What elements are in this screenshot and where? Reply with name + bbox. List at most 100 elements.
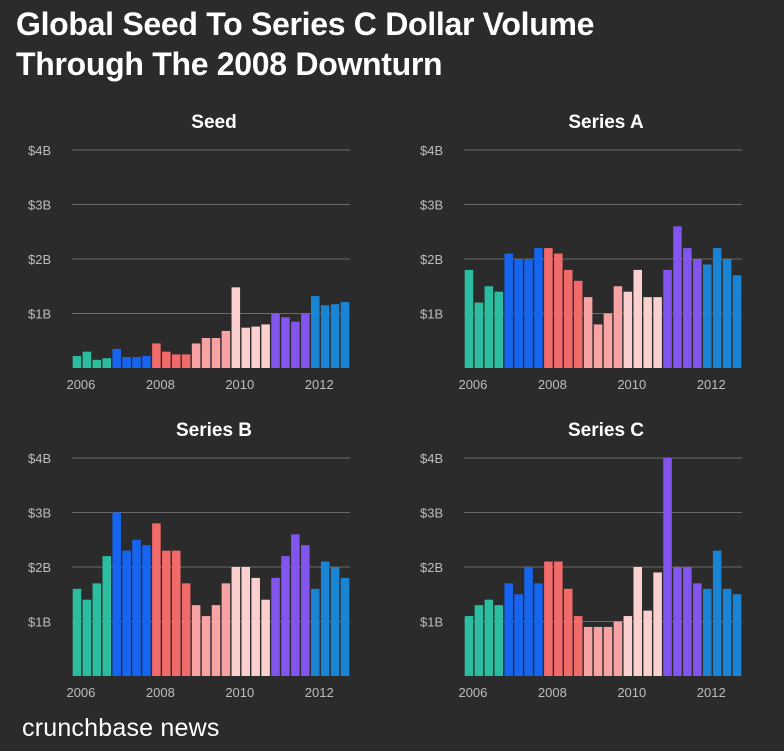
seed-bar-2006-q1 — [72, 356, 82, 368]
series-a-bar-2006-q4 — [494, 291, 504, 368]
seed-bar-2007-q3 — [132, 357, 141, 368]
series-b-bar-2007-q4 — [142, 545, 151, 676]
series-b-bar-2008-q3 — [171, 550, 181, 676]
series-a-x-tick-label: 2010 — [617, 377, 646, 392]
series-a-y-tick-label: $2B — [420, 252, 443, 267]
seed-bar-2006-q3 — [92, 359, 102, 368]
series-c-bar-2008-q1 — [544, 561, 553, 676]
seed-bar-2007-q1 — [112, 348, 121, 368]
series-b-bar-2008-q4 — [181, 583, 191, 676]
series-a-bar-2009-q4 — [613, 286, 623, 368]
seed-bar-2011-q2 — [281, 317, 290, 368]
series-c-y-tick-label: $2B — [420, 560, 443, 575]
seed-title: Seed — [191, 112, 236, 133]
series-b-bar-2010-q2 — [241, 567, 251, 676]
series-b-bar-2006-q2 — [82, 599, 92, 676]
series-a-x-tick-label: 2012 — [697, 377, 726, 392]
series-a-bar-2009-q1 — [583, 297, 593, 368]
series-a-bar-2007-q1 — [504, 253, 513, 368]
series-a-y-tick-label: $3B — [420, 198, 443, 213]
seed-bar-2010-q3 — [251, 326, 260, 368]
series-b-bar-2008-q1 — [152, 523, 161, 676]
crunchbase-news-logo: crunchbase news — [22, 714, 220, 742]
seed-bar-2011-q1 — [271, 313, 280, 368]
seed-bar-2007-q2 — [122, 357, 131, 368]
series-c-bar-2006-q1 — [464, 616, 474, 676]
series-c-bar-2006-q2 — [474, 605, 484, 676]
series-c-bar-2008-q2 — [554, 561, 563, 676]
series-a-title: Series A — [568, 112, 644, 133]
series-a-bar-2006-q2 — [474, 302, 484, 368]
series-b-x-tick-label: 2006 — [66, 685, 95, 700]
series-a-bar-2011-q1 — [663, 269, 672, 368]
seed-bar-2012-q2 — [320, 305, 330, 368]
series-a-bar-2011-q3 — [683, 248, 692, 368]
series-a-bar-2009-q2 — [593, 324, 603, 368]
series-a-bar-2008-q2 — [554, 253, 563, 368]
seed-chart: Seed $1B $2B $3B $4B 2006 2008 2010 2012 — [28, 112, 350, 392]
seed-chart-panel: Seed $1B $2B $3B $4B 2006 2008 2010 2012 — [0, 100, 392, 400]
series-c-bar-2011-q1 — [663, 458, 672, 676]
seed-y-tick-label: $1B — [28, 307, 51, 322]
series-a-chart: Series A $1B $2B $3B $4B 2006 2008 2010 2012 — [420, 112, 742, 392]
series-b-x-tick-label: 2012 — [305, 685, 334, 700]
series-b-bar-2006-q3 — [92, 583, 102, 676]
series-b-title: Series B — [176, 420, 252, 441]
seed-bar-2008-q2 — [162, 351, 171, 368]
series-b-bar-2012-q4 — [340, 577, 350, 676]
series-b-x-tick-label: 2010 — [225, 685, 254, 700]
series-b-y-tick-label: $3B — [28, 506, 51, 521]
series-c-x-tick-label: 2008 — [538, 685, 567, 700]
chart-title-line-1: Global Seed To Series C Dollar Volume — [16, 6, 595, 42]
series-a-bar-2008-q4 — [573, 280, 583, 368]
series-b-bar-2009-q3 — [211, 605, 221, 676]
series-c-y-tick-label: $1B — [420, 615, 443, 630]
series-a-bar-2007-q4 — [534, 248, 543, 368]
series-c-bar-2012-q3 — [722, 588, 732, 676]
series-b-bar-2011-q1 — [271, 577, 280, 676]
series-a-bar-2012-q3 — [722, 259, 732, 368]
series-a-bar-2010-q4 — [653, 297, 662, 368]
series-b-y-tick-label: $1B — [28, 615, 51, 630]
series-c-x-tick-label: 2012 — [697, 685, 726, 700]
series-c-bar-2006-q4 — [494, 605, 504, 676]
series-a-y-tick-label: $1B — [420, 307, 443, 322]
series-c-bar-2007-q4 — [534, 583, 543, 676]
seed-x-tick-label: 2008 — [146, 377, 175, 392]
series-a-bar-2008-q1 — [544, 248, 553, 368]
series-c-x-tick-label: 2006 — [458, 685, 487, 700]
seed-x-tick-label: 2010 — [225, 377, 254, 392]
series-b-bar-2009-q2 — [201, 616, 211, 676]
series-a-y-tick-label: $4B — [420, 143, 443, 158]
chart-title: Global Seed To Series C Dollar Volume Th… — [16, 4, 594, 84]
series-c-bar-2011-q2 — [673, 567, 682, 676]
series-c-bar-2008-q3 — [563, 588, 573, 676]
series-b-bar-2008-q2 — [162, 550, 171, 676]
seed-bar-2007-q4 — [142, 356, 151, 368]
series-c-y-tick-label: $4B — [420, 451, 443, 466]
series-b-bar-2006-q4 — [102, 556, 112, 676]
seed-bar-2006-q4 — [102, 358, 112, 368]
series-a-bar-2012-q2 — [712, 248, 722, 368]
series-b-bar-2011-q2 — [281, 556, 290, 676]
series-a-bar-2010-q1 — [623, 291, 633, 368]
seed-y-tick-label: $3B — [28, 198, 51, 213]
series-c-bar-2010-q1 — [623, 616, 633, 676]
series-c-bar-2012-q1 — [702, 588, 712, 676]
series-a-bar-2007-q3 — [524, 259, 533, 368]
series-c-bar-2011-q4 — [693, 583, 702, 676]
series-a-bar-2011-q2 — [673, 226, 682, 368]
series-b-y-tick-label: $2B — [28, 560, 51, 575]
series-c-bar-2010-q3 — [643, 610, 652, 676]
seed-bar-2011-q3 — [291, 321, 300, 368]
series-a-bar-2006-q3 — [484, 286, 494, 368]
seed-x-tick-label: 2012 — [305, 377, 334, 392]
series-b-bar-2012-q2 — [320, 561, 330, 676]
seed-bar-2010-q2 — [241, 327, 251, 368]
series-a-bar-2009-q3 — [603, 313, 613, 368]
series-b-bar-2012-q1 — [310, 588, 320, 676]
seed-bar-2012-q3 — [330, 304, 340, 368]
seed-bar-2010-q1 — [231, 287, 241, 368]
series-c-bar-2012-q2 — [712, 550, 722, 676]
series-a-bar-2006-q1 — [464, 269, 474, 368]
